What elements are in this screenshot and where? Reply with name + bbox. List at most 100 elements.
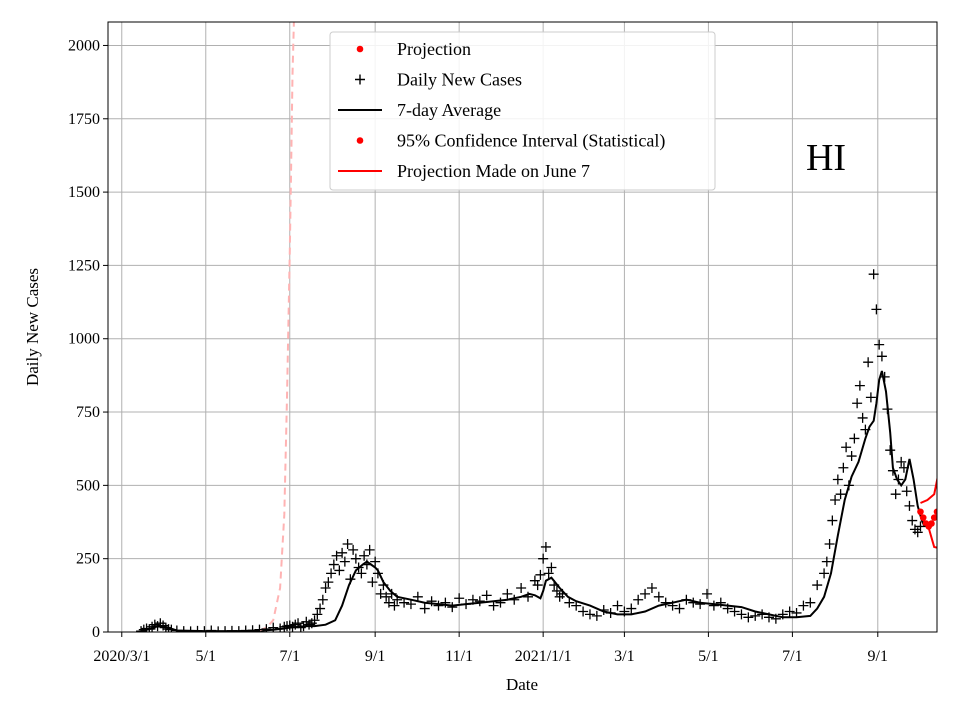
daily-cases-marker: [882, 404, 893, 415]
daily-cases-marker: [830, 495, 841, 506]
daily-cases-marker: [389, 600, 400, 611]
daily-cases-marker: [454, 593, 465, 604]
daily-cases-marker: [907, 515, 918, 526]
daily-cases-marker: [835, 489, 846, 500]
daily-cases-marker: [838, 462, 849, 473]
daily-cases-marker: [383, 597, 394, 608]
daily-cases-marker: [532, 580, 543, 591]
daily-cases-marker: [412, 591, 423, 602]
daily-cases-marker: [846, 451, 857, 462]
daily-cases-marker: [695, 599, 706, 610]
daily-cases-marker: [538, 553, 549, 564]
x-tick-label: 9/1: [868, 648, 888, 665]
daily-cases-marker: [633, 594, 644, 605]
y-axis-ticks: 0 250 500 750 1000 1250 1500 1750 2000: [68, 37, 108, 641]
daily-cases-marker: [860, 424, 871, 435]
daily-cases-marker: [381, 591, 392, 602]
y-tick-label: 750: [76, 404, 100, 421]
daily-cases-marker: [326, 568, 337, 579]
daily-cases-marker: [876, 351, 887, 362]
daily-cases-marker: [653, 591, 664, 602]
daily-cases-marker: [770, 613, 781, 624]
state-annotation: HI: [806, 137, 846, 179]
x-tick-label: 5/1: [698, 648, 718, 665]
daily-cases-marker: [364, 544, 375, 555]
daily-cases-marker: [320, 583, 331, 594]
daily-cases-marker: [312, 609, 323, 620]
daily-cases-marker: [865, 392, 876, 403]
y-tick-label: 500: [76, 477, 100, 494]
daily-cases-marker: [763, 612, 774, 623]
daily-cases-marker: [378, 580, 389, 591]
daily-cases-marker: [268, 622, 279, 632]
daily-cases-marker: [871, 304, 882, 315]
y-tick-label: 1000: [68, 331, 100, 348]
daily-cases-marker: [896, 456, 907, 467]
daily-cases-marker: [419, 603, 430, 614]
grid: [108, 22, 937, 633]
daily-cases-marker: [805, 597, 816, 608]
daily-cases-marker: [488, 600, 499, 611]
daily-cases-marker: [571, 600, 582, 611]
daily-cases-marker: [791, 607, 802, 618]
daily-cases-marker: [509, 594, 520, 605]
daily-cases-marker: [827, 515, 838, 526]
daily-cases-marker: [334, 565, 345, 576]
x-tick-label: 5/1: [196, 648, 216, 665]
x-tick-label: 7/1: [782, 648, 802, 665]
daily-cases-marker: [667, 600, 678, 611]
daily-cases-marker: [331, 550, 342, 561]
daily-cases-marker: [474, 596, 485, 607]
7-day-average-line: [140, 370, 926, 632]
daily-cases-marker: [502, 588, 513, 599]
plot-frame: [107, 21, 938, 633]
projection-point: [933, 508, 937, 516]
daily-cases-marker: [372, 568, 383, 579]
daily-cases-marker: [885, 445, 896, 456]
daily-cases-marker: [904, 500, 915, 511]
daily-cases-marker: [819, 568, 830, 579]
daily-cases-marker: [315, 603, 326, 614]
daily-cases-marker: [557, 588, 568, 599]
daily-cases-marker: [353, 562, 364, 573]
daily-cases-marker: [551, 585, 562, 596]
early-projection-line: [259, 22, 295, 632]
daily-cases-marker: [549, 580, 560, 591]
95-confidence-interval-statistical-line: [919, 516, 937, 549]
daily-cases-marker: [261, 624, 272, 632]
x-tick-label: 9/1: [365, 648, 385, 665]
daily-cases-marker: [564, 597, 575, 608]
legend-label: 95% Confidence Interval (Statistical): [397, 131, 665, 152]
daily-cases-marker: [868, 269, 879, 280]
daily-cases-marker: [812, 580, 823, 591]
daily-cases-marker: [323, 577, 334, 588]
x-tick-label: 3/1: [614, 648, 634, 665]
daily-cases-marker: [516, 583, 527, 594]
daily-cases-marker: [348, 544, 359, 555]
daily-cases-marker: [843, 480, 854, 491]
daily-cases-marker: [757, 609, 768, 620]
y-tick-label: 0: [92, 624, 100, 641]
daily-cases-marker: [375, 588, 386, 599]
daily-cases-marker: [361, 559, 372, 570]
legend-label: Projection: [397, 39, 471, 59]
x-tick-label: 2021/1/1: [515, 648, 572, 665]
daily-cases-marker: [619, 606, 630, 617]
projection-made-on-june-7-line: [920, 475, 937, 504]
daily-cases-marker: [852, 398, 863, 409]
daily-cases-marker: [832, 474, 843, 485]
daily-cases-marker: [309, 615, 320, 626]
daily-cases-marker: [440, 597, 451, 608]
daily-cases-marker: [849, 433, 860, 444]
daily-cases-marker: [433, 600, 444, 611]
legend-marker-plus: [355, 74, 365, 85]
daily-cases-marker: [535, 569, 546, 580]
daily-cases-marker: [543, 568, 554, 579]
x-axis-ticks: 2020/3/1 5/1 7/1 9/1 11/1 2021/1/1 3/1 5/1 7/1 9/…: [93, 632, 888, 665]
daily-cases-marker: [495, 597, 506, 608]
daily-cases-marker: [874, 339, 885, 350]
daily-cases-marker: [841, 442, 852, 453]
projection-point: [917, 508, 924, 516]
daily-cases-marker: [523, 591, 534, 602]
daily-cases-marker: [857, 412, 868, 423]
